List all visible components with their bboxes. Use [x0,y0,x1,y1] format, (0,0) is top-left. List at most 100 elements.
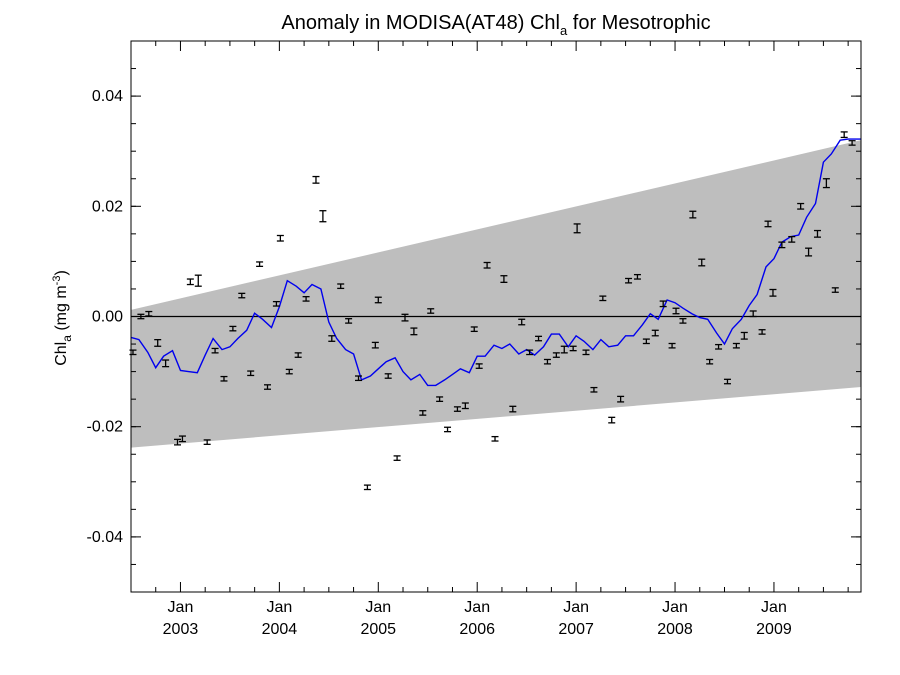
error-bar-point [582,349,590,356]
error-bar-point [740,331,748,340]
error-bar-point [211,347,219,354]
error-bar-point [590,386,598,393]
error-bar-point [526,349,534,356]
x-tick-month-label: Jan [266,599,292,616]
error-bar-point [543,358,551,365]
error-bar-point [272,300,280,307]
error-bar-point [831,287,839,293]
error-bar-point [625,277,633,284]
y-tick-label: 0.04 [92,88,123,105]
error-bar-point [689,210,697,219]
error-bar-point [805,247,813,257]
error-bar-point [769,288,777,297]
x-tick-month-label: Jan [464,599,490,616]
error-bar-point [599,295,607,302]
x-tick-year-label: 2007 [558,621,594,638]
x-tick-month-label: Jan [563,599,589,616]
error-bar-point [470,326,478,333]
error-bar-point [256,261,264,268]
error-bar-point [154,338,162,347]
error-bar-point [758,329,766,335]
x-tick-year-label: 2006 [459,621,495,638]
error-bar-point [778,241,786,249]
error-bar-point [162,359,170,368]
error-bar-point [651,329,659,337]
error-bar-point [679,318,687,324]
error-bar-point [276,234,284,242]
error-bar-point [659,300,667,308]
chart-title: Anomaly in MODISA(AT48) Chla for Mesotro… [281,12,710,38]
error-bar-point [264,384,272,390]
error-bar-point [698,258,706,267]
error-bar-point [840,131,848,139]
error-bar-point [723,378,731,385]
y-tick-label: -0.04 [87,529,124,546]
error-bar-point [608,416,616,424]
error-bar-point [453,406,461,412]
error-bar-point [186,278,194,286]
error-bar-point [573,223,581,234]
error-bar-point [518,318,526,326]
error-bar-point [345,318,353,324]
error-bar-point [500,275,508,283]
error-bar-point [535,335,543,342]
error-bar-point [294,352,302,358]
smoothed-anomaly-line [130,138,861,387]
error-bar-point [145,310,153,317]
error-bar-point [672,307,680,315]
x-tick-year-label: 2008 [657,621,693,638]
x-tick-month-label: Jan [365,599,391,616]
error-bar-point [374,296,382,304]
error-bar-point [491,435,499,442]
y-axis-label: Chla (mg m-3) [51,270,74,366]
confidence-band [131,140,861,448]
error-bar-point [203,439,211,445]
error-bar-point [668,342,676,349]
error-bar-point [427,308,435,314]
error-bar-point [552,352,560,358]
error-bar-point [617,395,625,403]
plot-area: 0.04 0.02 0.00 -0.02 -0.04 Jan 2003 Jan 2004 Jan 2… [87,40,861,638]
error-bar-point [337,283,345,290]
error-bar-point [560,345,568,354]
error-bar-point [436,396,444,403]
error-bar-point [569,345,577,352]
plot-frame [130,40,862,593]
error-bar-point [173,438,181,446]
error-bar-point [642,338,650,345]
error-bar-point [749,310,757,318]
error-bar-point [732,342,740,349]
x-tick-month-label: Jan [761,599,787,616]
error-bar-point [822,178,830,189]
error-bar-point [813,229,821,238]
error-bar-point [419,410,427,416]
y-tick-label: -0.02 [87,419,124,436]
error-bar-point [715,343,723,350]
error-bar-point [220,375,228,382]
error-bar-point [355,375,363,382]
error-bar-point [328,335,336,342]
x-tick-month-label: Jan [662,599,688,616]
error-bar-point [178,435,186,443]
error-bar-point [444,426,452,433]
error-bar-point [363,484,371,491]
error-bar-point [461,402,469,410]
error-bar-point [302,296,310,302]
error-bar-point [319,210,327,223]
error-bar-point [401,313,409,322]
y-tick-label: 0.00 [92,309,123,326]
x-tick-month-label: Jan [168,599,194,616]
x-tick-year-label: 2009 [756,621,792,638]
error-bar-point [706,358,714,365]
error-bar-point [797,202,805,210]
error-bar-point [238,292,246,299]
error-bar-point [247,370,255,377]
y-tick-label: 0.02 [92,198,123,215]
error-bar-point [764,220,772,228]
error-bar-point [410,327,418,336]
x-tick-year-label: 2005 [360,621,396,638]
error-bar-point [848,140,856,146]
x-tick-year-label: 2003 [163,621,199,638]
error-bar-point [393,455,401,461]
